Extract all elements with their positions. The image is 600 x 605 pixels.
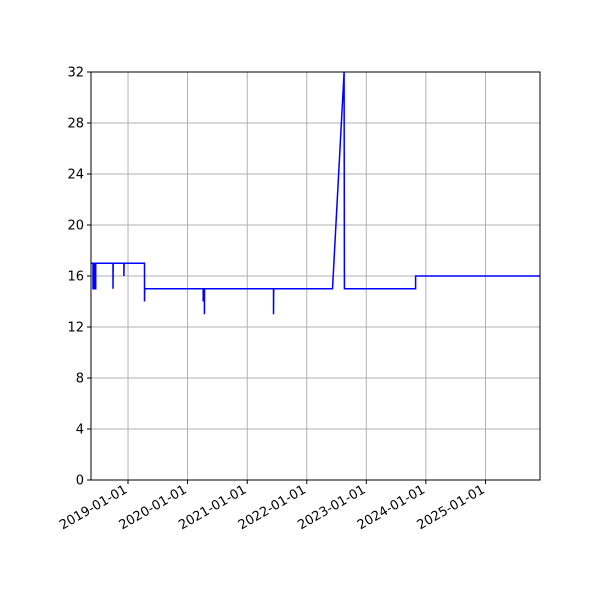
y-tick-label: 28 — [67, 117, 84, 132]
y-tick-label: 16 — [67, 270, 84, 285]
y-tick-label: 4 — [76, 423, 84, 438]
y-tick-label: 32 — [67, 66, 84, 81]
y-tick-label: 12 — [67, 321, 84, 336]
y-tick-label: 8 — [76, 372, 84, 387]
grid — [91, 71, 540, 481]
plot-frame — [90, 71, 541, 481]
y-tick-label: 24 — [67, 168, 84, 183]
axes: 0481216202428322019-01-012020-01-012021-… — [57, 66, 541, 533]
series-layer — [91, 71, 540, 315]
series-line — [91, 71, 540, 315]
x-tick-label: 2025-01-01 — [415, 482, 488, 533]
y-tick-label: 20 — [67, 219, 84, 234]
y-tick-label: 0 — [76, 474, 84, 489]
